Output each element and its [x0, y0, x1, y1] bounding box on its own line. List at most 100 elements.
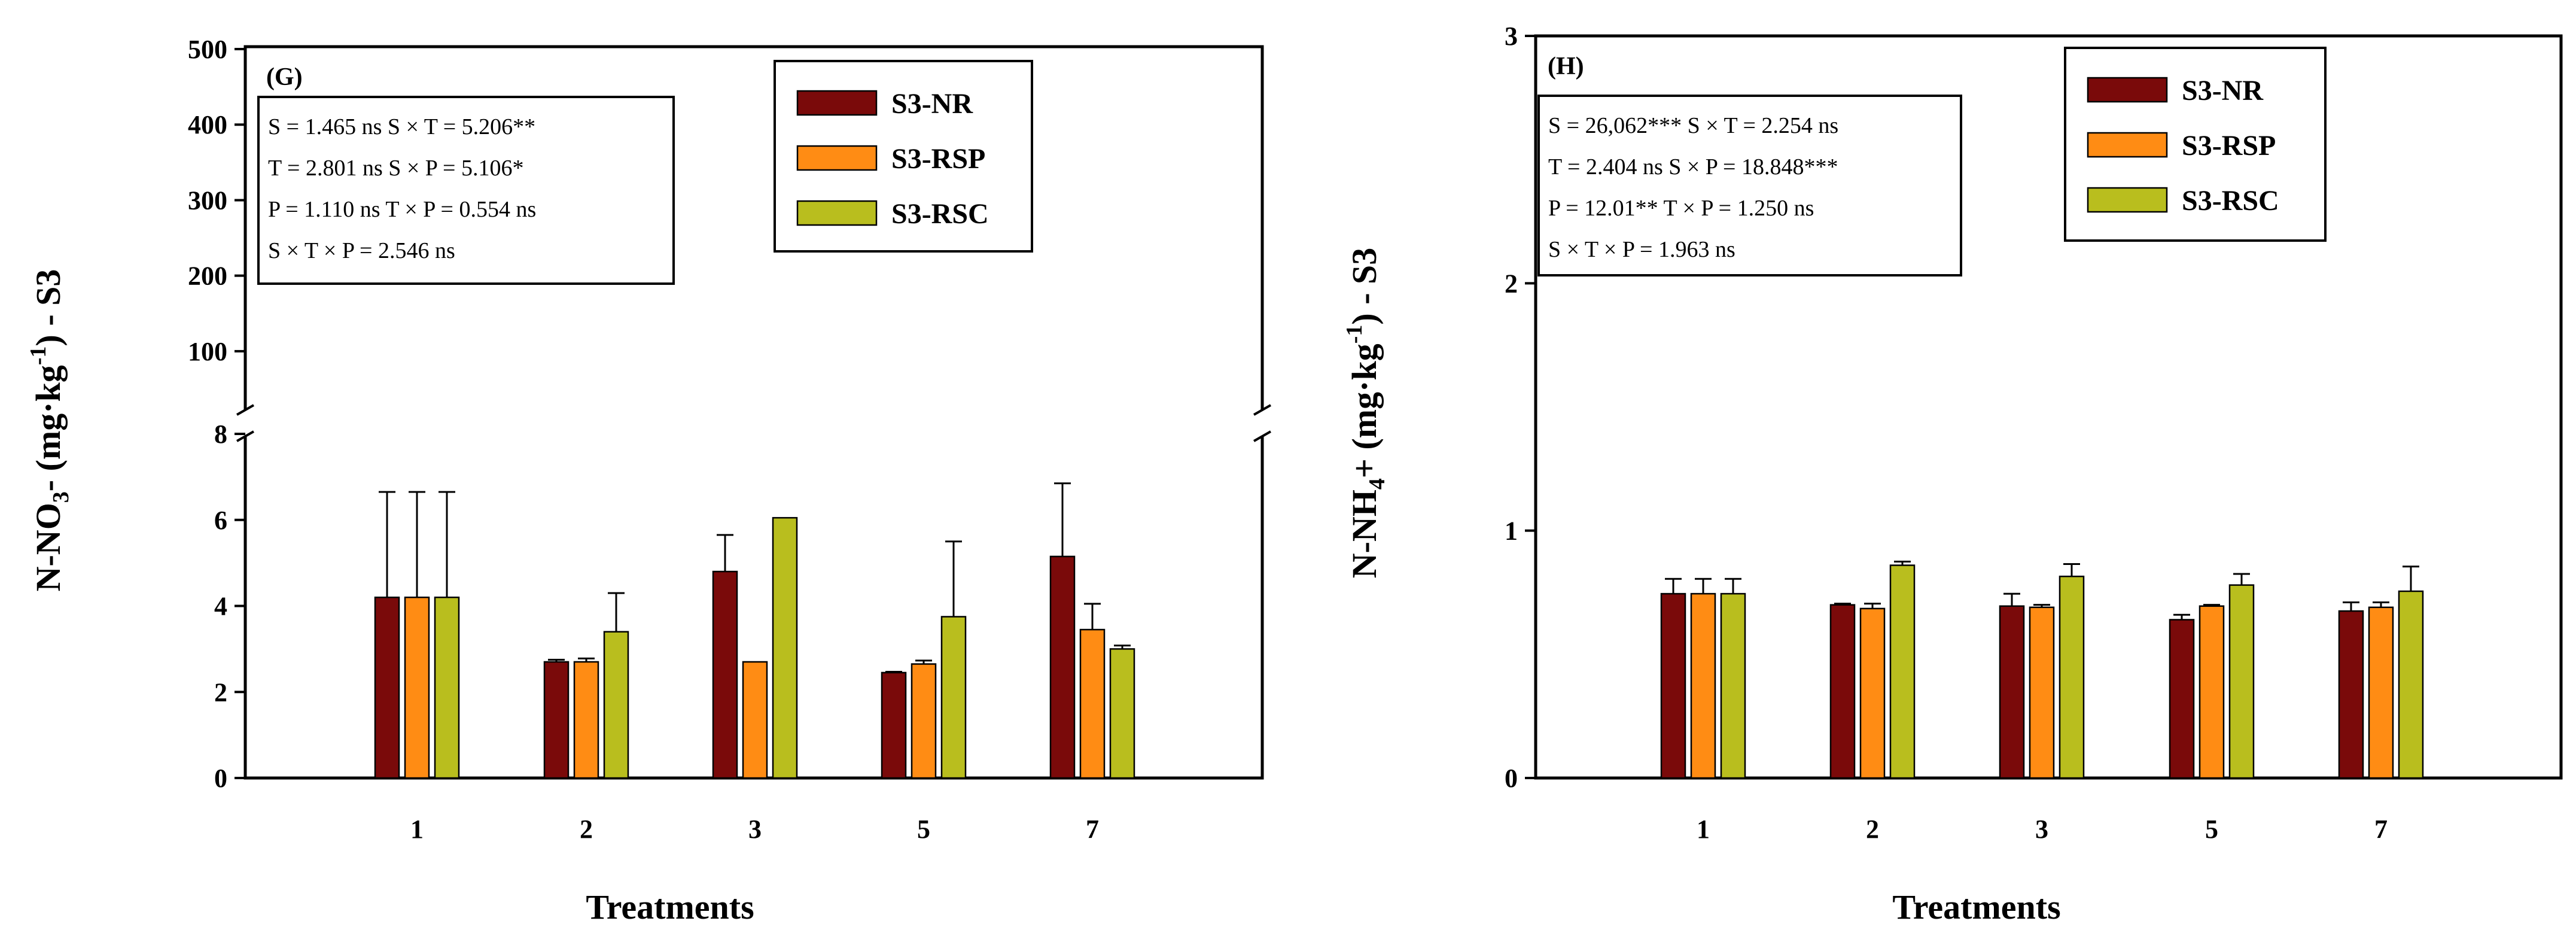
- legend-label-s3-rsp: S3-RSP: [891, 143, 985, 175]
- y-axis-title-part: + (mg·kg: [1345, 344, 1384, 478]
- y-tick-label: 3: [1505, 22, 1518, 51]
- stats-line: S × T × P = 1.963 ns: [1548, 237, 1735, 262]
- x-tick-label: 5: [917, 815, 930, 844]
- bar-s3-rsp-7: [2368, 606, 2394, 779]
- y-tick-label: 500: [188, 35, 227, 64]
- bar-s3-nr-1: [374, 596, 400, 779]
- legend-label-s3-rsp: S3-RSP: [2182, 130, 2276, 162]
- stats-line: P = 12.01** T × P = 1.250 ns: [1548, 196, 1814, 221]
- bar-s3-rsp-1: [404, 596, 430, 779]
- bar-s3-rsc-7: [1109, 648, 1135, 779]
- y-axis-title-part: 4: [1365, 478, 1390, 490]
- y-axis-title-part: 3: [48, 491, 74, 503]
- stats-line: S = 1.465 ns S × T = 5.206**: [268, 114, 535, 139]
- bar-s3-nr-7: [2338, 610, 2364, 779]
- y-tick-label: 8: [214, 420, 227, 449]
- legend-swatch-s3-nr: [2087, 77, 2168, 103]
- axis-break-mark: [236, 430, 254, 442]
- axis-break-mark: [1253, 404, 1271, 416]
- y-axis-title-part: - (mg·kg: [29, 365, 68, 491]
- bar-s3-rsp-2: [573, 661, 599, 779]
- y-tick-label: 4: [214, 592, 227, 621]
- bar-s3-nr-2: [1829, 604, 1856, 779]
- bar-s3-rsc-2: [603, 631, 629, 779]
- y-tick-label: 0: [214, 764, 227, 793]
- y-axis-title-part: -1: [26, 346, 51, 365]
- bar-s3-nr-5: [2169, 619, 2195, 779]
- x-tick-label: 1: [1697, 815, 1710, 844]
- bar-s3-rsp-2: [1859, 607, 1886, 779]
- stats-line: S × T × P = 2.546 ns: [268, 238, 455, 263]
- x-tick-label: 1: [410, 815, 424, 844]
- y-axis-title-part: N-NO: [29, 503, 68, 591]
- legend-swatch-s3-rsc: [2087, 187, 2168, 213]
- bar-s3-rsp-7: [1079, 628, 1106, 779]
- x-axis-title: Treatments: [1892, 888, 2060, 926]
- panel-label: (H): [1548, 53, 1584, 80]
- y-axis-title: N-NH4+ (mg·kg-1) - S3: [1342, 248, 1390, 579]
- legend-swatch-s3-rsc: [796, 200, 878, 226]
- bar-s3-nr-5: [881, 671, 907, 779]
- bar-s3-rsc-2: [1889, 564, 1916, 779]
- bar-s3-rsp-3: [2029, 606, 2055, 779]
- y-tick-label: 1: [1505, 516, 1518, 546]
- legend-swatch-s3-nr: [796, 90, 878, 116]
- y-axis-title-part: ) - S3: [1345, 248, 1384, 325]
- legend-label-s3-rsc: S3-RSC: [2182, 185, 2279, 217]
- y-axis-title-part: -1: [1342, 325, 1367, 344]
- panel-h-ammonium-chart: 0 1 2 3 1 2 3 5 7 (H) S = 26,062*** S × T = 2.254 …: [1342, 22, 2563, 926]
- stats-box: [1537, 95, 1962, 276]
- y-axis-title-part: ) - S3: [29, 269, 68, 347]
- plot-frame-upper: [243, 45, 1264, 410]
- y-tick-label: 300: [188, 186, 227, 215]
- bar-s3-rsc-5: [940, 616, 967, 779]
- bar-s3-rsp-1: [1690, 592, 1716, 779]
- legend-label-s3-nr: S3-NR: [2182, 75, 2264, 107]
- stats-line: S = 26,062*** S × T = 2.254 ns: [1548, 113, 1838, 138]
- panel-label: (G): [266, 63, 303, 91]
- bar-s3-nr-3: [712, 570, 738, 779]
- bar-s3-rsp-5: [2199, 605, 2225, 779]
- bar-s3-nr-3: [1999, 605, 2025, 779]
- y-tick-label: 0: [1505, 764, 1518, 793]
- bar-s3-nr-2: [543, 661, 570, 779]
- legend-swatch-s3-rsp: [796, 145, 878, 171]
- y-tick-label: 6: [214, 506, 227, 535]
- bar-s3-rsc-1: [1720, 592, 1746, 779]
- bar-s3-nr-1: [1660, 592, 1686, 779]
- legend-label-s3-nr: S3-NR: [891, 88, 973, 120]
- legend-swatch-s3-rsp: [2087, 132, 2168, 158]
- y-tick-label: 100: [188, 337, 227, 366]
- x-tick-label: 3: [2035, 815, 2048, 844]
- stats-line: T = 2.404 ns S × P = 18.848***: [1548, 154, 1838, 180]
- axis-break-mark: [236, 404, 254, 416]
- y-tick-label: 400: [188, 110, 227, 139]
- x-axis-title: Treatments: [586, 888, 754, 926]
- x-tick-label: 5: [2205, 815, 2218, 844]
- bar-s3-rsc-3: [772, 516, 798, 779]
- bar-s3-rsc-3: [2059, 575, 2085, 779]
- y-axis-title: N-NO3- (mg·kg-1) - S3: [26, 269, 74, 592]
- bar-s3-rsp-3: [742, 661, 768, 779]
- legend-label-s3-rsc: S3-RSC: [891, 198, 989, 230]
- bar-s3-nr-7: [1049, 555, 1076, 779]
- y-tick-label: 2: [214, 677, 227, 707]
- stats-line: P = 1.110 ns T × P = 0.554 ns: [268, 197, 536, 222]
- x-tick-label: 2: [1866, 815, 1879, 844]
- stats-line: T = 2.801 ns S × P = 5.106*: [268, 156, 523, 181]
- bar-s3-rsp-5: [911, 663, 937, 779]
- y-axis-title-part: N-NH: [1345, 490, 1384, 578]
- y-tick-label: 200: [188, 262, 227, 291]
- x-tick-label: 3: [748, 815, 762, 844]
- panel-g-nitrate-chart: 0 2 4 6 8 100 200 300 400 500 1 2 3 5 7 (G) S = 1.465 ns…: [26, 35, 1271, 926]
- x-tick-label: 2: [580, 815, 593, 844]
- bar-s3-rsc-7: [2398, 590, 2424, 779]
- y-tick-label: 2: [1505, 269, 1518, 298]
- bar-s3-rsc-5: [2228, 584, 2255, 779]
- axis-break-mark: [1253, 430, 1271, 442]
- x-tick-label: 7: [1086, 815, 1099, 844]
- bar-s3-rsc-1: [434, 596, 460, 779]
- x-tick-label: 7: [2374, 815, 2388, 844]
- stats-box: [257, 96, 675, 285]
